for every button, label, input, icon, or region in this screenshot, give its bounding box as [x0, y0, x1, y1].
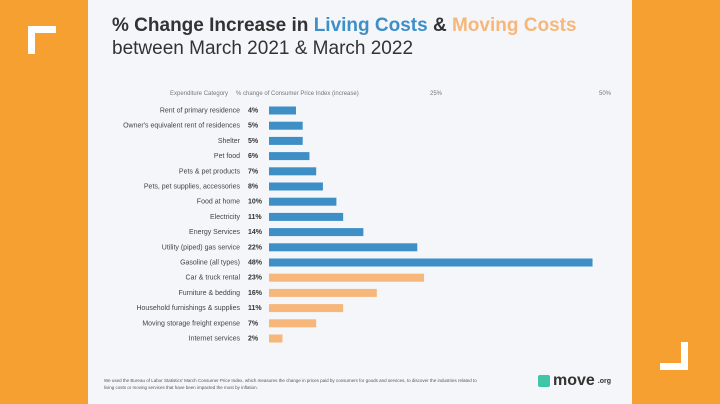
chart-title: % Change Increase in Living Costs & Movi…: [112, 14, 577, 60]
category-label: Utility (piped) gas service: [162, 244, 240, 251]
bar: [269, 121, 303, 130]
bar: [269, 319, 317, 328]
value-label: 7%: [248, 168, 259, 175]
title-living: Living Costs: [313, 15, 428, 36]
value-label: 11%: [248, 214, 262, 221]
title-amp: &: [427, 15, 452, 36]
category-label: Internet services: [189, 336, 241, 343]
value-label: 8%: [248, 184, 259, 191]
title-prefix: % Change Increase in: [112, 15, 314, 36]
cube-icon: [538, 375, 550, 387]
category-label: Household furnishings & supplies: [136, 305, 240, 312]
category-label: Gasoline (all types): [180, 260, 240, 267]
category-label: Energy Services: [189, 229, 240, 236]
value-label: 11%: [248, 305, 262, 312]
bar: [269, 136, 303, 145]
bar: [269, 288, 377, 297]
value-label: 10%: [248, 199, 263, 206]
value-label: 22%: [248, 244, 263, 251]
category-label: Car & truck rental: [186, 275, 241, 282]
bar: [269, 106, 296, 115]
bar: [269, 152, 310, 161]
corner-bracket-bottom-right: [660, 342, 688, 370]
value-label: 14%: [248, 229, 263, 236]
logo-name: move: [553, 372, 595, 389]
bar: [269, 228, 364, 237]
value-label: 4%: [248, 108, 259, 115]
category-label: Owner's equivalent rent of residences: [123, 123, 240, 130]
category-label: Moving storage freight expense: [142, 320, 240, 327]
category-header: Expenditure Category: [170, 91, 229, 97]
infographic-card: [88, 0, 632, 404]
category-label: Shelter: [218, 138, 241, 145]
category-label: Rent of primary residence: [160, 108, 240, 115]
tick-25: 25%: [430, 91, 443, 97]
tick-50: 50%: [599, 91, 612, 97]
bar: [269, 167, 317, 176]
value-label: 6%: [248, 153, 259, 160]
logo-suffix: .org: [597, 377, 612, 385]
title-line2: between March 2021 & March 2022: [112, 38, 414, 59]
title-moving: Moving Costs: [451, 15, 577, 36]
move-org-logo: move .org: [538, 372, 611, 390]
bar: [269, 273, 425, 282]
value-header: % change of Consumer Price Index (increa…: [236, 91, 359, 97]
value-label: 48%: [248, 260, 263, 267]
bar: [269, 334, 283, 343]
bar: [269, 243, 418, 252]
value-label: 2%: [248, 336, 259, 343]
category-label: Pets, pet supplies, accessories: [144, 184, 241, 191]
bar: [269, 212, 344, 221]
category-label: Food at home: [197, 199, 240, 206]
value-label: 7%: [248, 320, 259, 327]
value-label: 23%: [248, 275, 263, 282]
category-label: Pet food: [214, 153, 240, 160]
category-label: Electricity: [210, 214, 240, 221]
bar: [269, 304, 344, 313]
bar: [269, 182, 323, 191]
value-label: 5%: [248, 123, 259, 130]
value-label: 5%: [248, 138, 259, 145]
category-label: Pets & pet products: [179, 168, 241, 175]
bar: [269, 197, 337, 206]
category-label: Furniture & bedding: [179, 290, 241, 297]
value-label: 16%: [248, 290, 263, 297]
bar: [269, 258, 593, 267]
corner-bracket-top-left: [28, 26, 56, 54]
footnote: We used the Bureau of Labor Statistics' …: [104, 378, 477, 390]
